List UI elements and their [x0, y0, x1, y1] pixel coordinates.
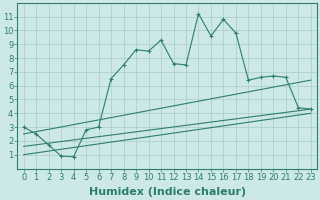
X-axis label: Humidex (Indice chaleur): Humidex (Indice chaleur) — [89, 187, 246, 197]
